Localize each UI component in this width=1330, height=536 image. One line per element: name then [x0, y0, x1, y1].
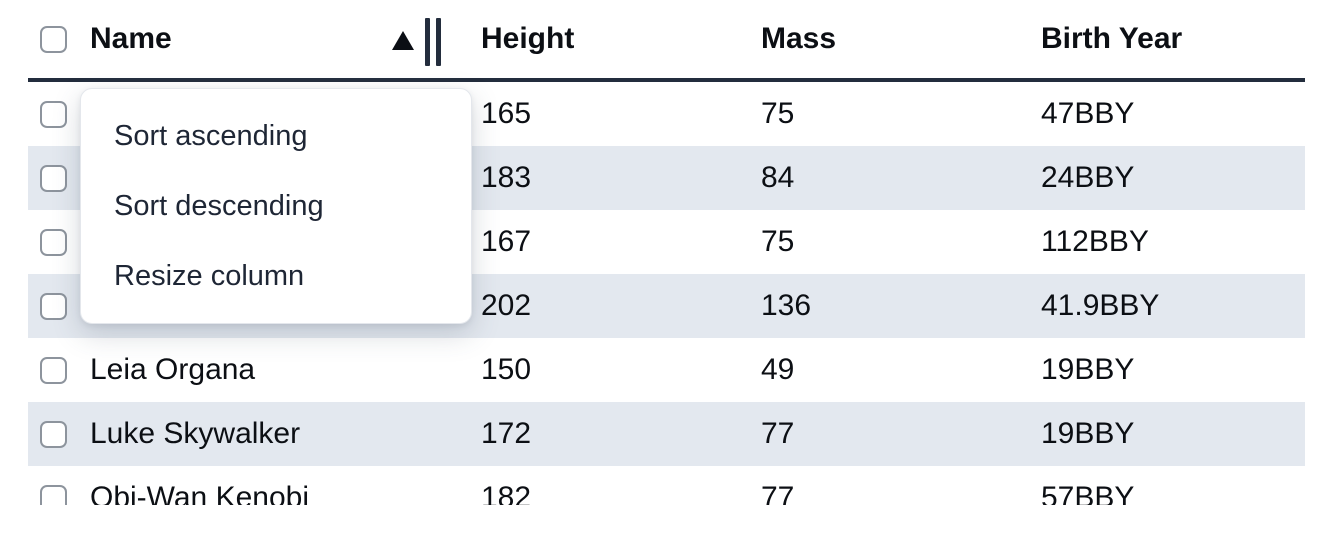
checkbox-cell — [28, 82, 78, 146]
birth-year-cell: 112BBY — [1041, 225, 1149, 258]
name-cell: Obi-Wan Kenobi — [90, 481, 309, 505]
birth-year-cell: 24BBY — [1041, 161, 1135, 194]
height-cell: 150 — [481, 353, 532, 386]
row-checkbox[interactable] — [40, 228, 67, 256]
column-header-name[interactable]: Name — [78, 0, 463, 78]
mass-cell: 49 — [761, 353, 795, 386]
mass-cell: 77 — [761, 481, 795, 505]
table-header-row: Name Height Mass Birth Year — [28, 0, 1305, 82]
table-row: Leia Organa 150 49 19BBY — [28, 338, 1305, 402]
height-cell: 167 — [481, 225, 532, 258]
birth-year-cell: 19BBY — [1041, 353, 1135, 386]
checkbox-cell — [28, 402, 78, 466]
birth-year-cell: 47BBY — [1041, 97, 1135, 130]
select-all-cell — [28, 0, 78, 78]
height-cell: 172 — [481, 417, 532, 450]
row-checkbox[interactable] — [40, 356, 67, 384]
row-checkbox[interactable] — [40, 100, 67, 128]
table-row: 202 136 41.9BBY — [28, 274, 1305, 338]
mass-cell: 136 — [761, 289, 812, 322]
checkbox-cell — [28, 274, 78, 338]
column-header-mass[interactable]: Mass — [761, 22, 837, 55]
column-resize-handle-icon[interactable] — [425, 18, 441, 66]
mass-cell: 84 — [761, 161, 795, 194]
column-context-menu: Sort ascending Sort descending Resize co… — [80, 88, 472, 324]
checkbox-cell — [28, 338, 78, 402]
column-header-height[interactable]: Height — [481, 22, 575, 55]
row-checkbox[interactable] — [40, 292, 67, 320]
select-all-checkbox[interactable] — [40, 25, 67, 53]
sort-ascending-icon — [392, 30, 414, 50]
name-cell: Leia Organa — [90, 353, 256, 386]
birth-year-cell: 57BBY — [1041, 481, 1135, 505]
row-checkbox[interactable] — [40, 164, 67, 192]
mass-cell: 75 — [761, 225, 795, 258]
table-row: Obi-Wan Kenobi 182 77 57BBY — [28, 466, 1305, 505]
checkbox-cell — [28, 146, 78, 210]
name-cell: Luke Skywalker — [90, 417, 301, 450]
table-row: 165 75 47BBY — [28, 82, 1305, 146]
height-cell: 183 — [481, 161, 532, 194]
column-header-name-label: Name — [90, 22, 172, 55]
mass-cell: 75 — [761, 97, 795, 130]
data-table: Name Height Mass Birth Year 165 75 47BBY… — [28, 0, 1305, 505]
row-checkbox[interactable] — [40, 484, 67, 505]
height-cell: 202 — [481, 289, 532, 322]
menu-item-resize-column[interactable]: Resize column — [114, 259, 305, 292]
table-row: 167 75 112BBY — [28, 210, 1305, 274]
menu-item-sort-descending[interactable]: Sort descending — [114, 189, 324, 222]
birth-year-cell: 19BBY — [1041, 417, 1135, 450]
column-header-birth-year[interactable]: Birth Year — [1041, 22, 1183, 55]
menu-item-sort-ascending[interactable]: Sort ascending — [114, 119, 308, 152]
table-row: Luke Skywalker 172 77 19BBY — [28, 402, 1305, 466]
birth-year-cell: 41.9BBY — [1041, 289, 1160, 322]
height-cell: 165 — [481, 97, 532, 130]
checkbox-cell — [28, 210, 78, 274]
mass-cell: 77 — [761, 417, 795, 450]
row-checkbox[interactable] — [40, 420, 67, 448]
checkbox-cell — [28, 466, 78, 505]
height-cell: 182 — [481, 481, 532, 505]
